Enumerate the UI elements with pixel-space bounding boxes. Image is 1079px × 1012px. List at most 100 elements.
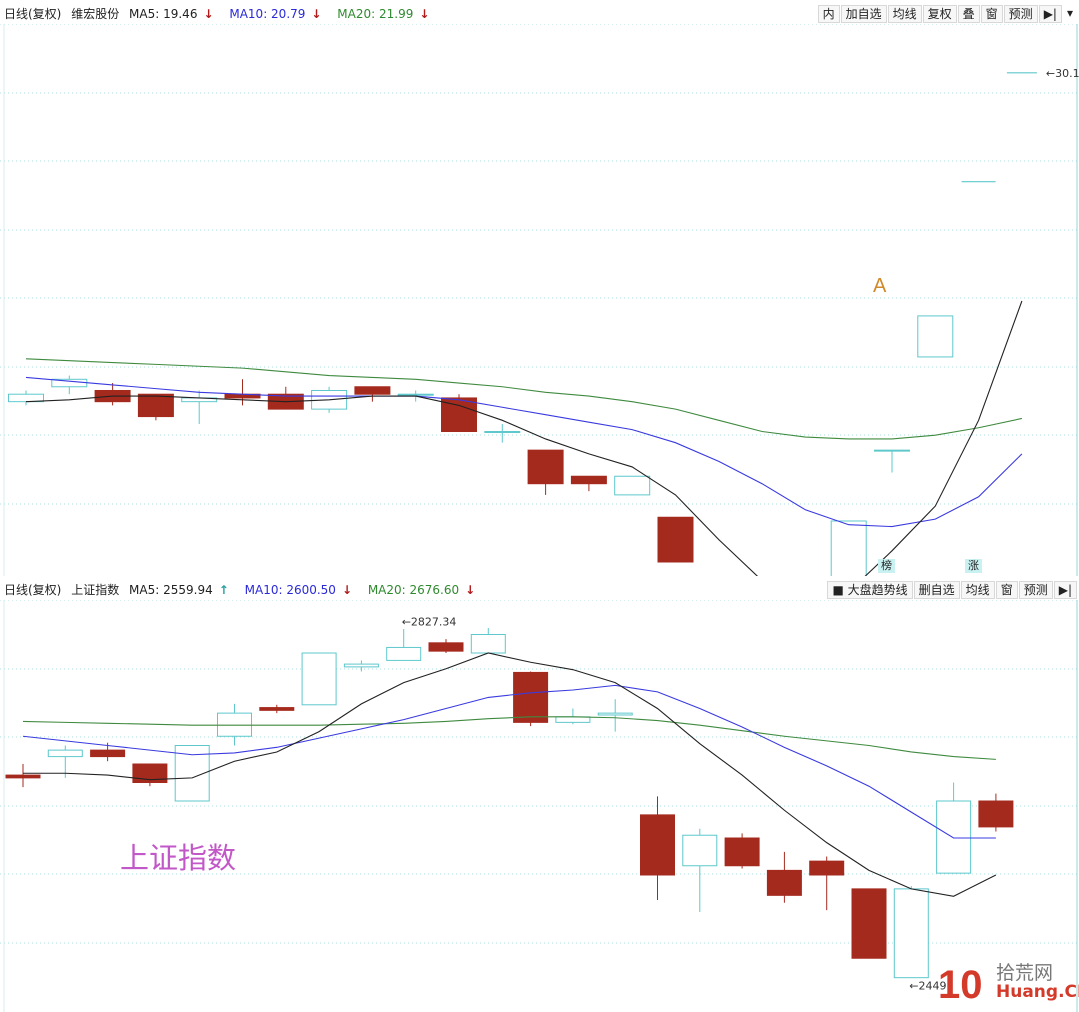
bottom-candle-body xyxy=(766,869,802,896)
bottom-high-label: ←2827.34 xyxy=(402,616,457,629)
watermark-logo-icon: 10 xyxy=(938,963,983,1007)
top-candle[interactable] xyxy=(614,475,651,496)
top-candle-body xyxy=(527,449,564,485)
bottom-candle[interactable] xyxy=(513,671,549,727)
bottom-candle-body xyxy=(851,888,887,959)
bottom-candle-body xyxy=(301,652,337,706)
top-chart[interactable]: ←30.12←17.88A xyxy=(0,24,1079,576)
bottom-candle-body xyxy=(724,837,760,867)
bottom-candle[interactable] xyxy=(132,763,168,787)
bottom-ma20-label: MA20: 2676.60 xyxy=(367,583,460,597)
bottom-candle[interactable] xyxy=(978,793,1014,832)
bottom-candle-body xyxy=(470,634,506,654)
bottom-candle-body xyxy=(555,716,591,723)
bottom-candle[interactable] xyxy=(343,660,379,672)
bottom-candle-body xyxy=(893,888,929,979)
bottom-candle[interactable] xyxy=(766,851,802,903)
top-candle[interactable] xyxy=(8,390,44,406)
top-candle[interactable] xyxy=(354,386,391,402)
top-ma20-label: MA20: 21.99 xyxy=(337,7,414,21)
top-candle[interactable] xyxy=(527,449,564,495)
bottom-toolbar-button-ma[interactable]: 均线 xyxy=(960,581,995,599)
top-period[interactable]: 日线(复权) xyxy=(4,7,62,21)
bottom-candle-body xyxy=(682,834,718,867)
bottom-candle[interactable] xyxy=(259,704,295,714)
top-candle[interactable] xyxy=(484,424,521,443)
top-ma20-line xyxy=(25,358,1023,440)
top-badge-bang[interactable]: 榜 xyxy=(878,559,895,573)
bottom-candle[interactable] xyxy=(682,828,718,912)
top-ma5-arrow-icon: ↓ xyxy=(203,7,214,21)
top-toolbar-button-nei[interactable]: 内 xyxy=(817,5,840,23)
bottom-candle-body xyxy=(809,860,845,876)
bottom-candle[interactable] xyxy=(428,639,464,653)
top-candle[interactable] xyxy=(224,379,261,406)
bottom-ma5-label: MA5: 2559.94 xyxy=(129,583,213,597)
top-candle[interactable] xyxy=(830,520,867,576)
top-ma5-line xyxy=(25,300,1023,576)
top-toolbar-button-forecast[interactable]: 预测 xyxy=(1003,5,1038,23)
top-candle-body xyxy=(614,475,651,496)
top-toolbar-button-add-watchlist[interactable]: 加自选 xyxy=(840,5,887,23)
top-high-label: ←30.12 xyxy=(1046,67,1079,80)
top-candle[interactable] xyxy=(874,449,910,473)
bottom-candle[interactable] xyxy=(470,628,506,654)
bottom-ma10-line xyxy=(22,684,996,839)
watermark-logo-digits: 10 xyxy=(938,963,983,1007)
top-candle-body xyxy=(354,386,391,395)
bottom-candle[interactable] xyxy=(724,833,760,869)
bottom-header: 日线(复权) 上证指数 MA5: 2559.94 ↑ MA10: 2600.50 ↓… xyxy=(0,580,1079,600)
bottom-toolbar-button-window[interactable]: 窗 xyxy=(995,581,1018,599)
top-toolbar-expand-icon[interactable]: ▶| xyxy=(1038,5,1062,23)
bottom-chart[interactable]: ←2827.34 ←2449 上证指数 xyxy=(0,600,1079,1012)
top-candle-body xyxy=(917,315,954,358)
bottom-toolbar-button-remove-watchlist[interactable]: 删自选 xyxy=(913,581,960,599)
bottom-annotation: 上证指数 xyxy=(120,841,236,875)
top-candle[interactable] xyxy=(657,516,694,563)
top-toolbar: 内 加自选 均线 复权 叠 窗 预测 ▶| ▾ xyxy=(817,5,1077,23)
top-candle[interactable] xyxy=(917,315,954,358)
bottom-candle[interactable] xyxy=(386,628,422,661)
top-toolbar-button-overlay[interactable]: 叠 xyxy=(957,5,980,23)
bottom-ma5-line xyxy=(23,652,997,897)
top-candle[interactable] xyxy=(441,394,477,433)
bottom-ma20-line xyxy=(22,716,996,760)
bottom-candle-body xyxy=(343,663,379,668)
top-panel: 日线(复权) 维宏股份 MA5: 19.46 ↓ MA10: 20.79 ↓ MA2… xyxy=(0,5,1079,576)
top-candle[interactable] xyxy=(51,375,88,395)
top-ma10-label: MA10: 20.79 xyxy=(229,7,306,21)
top-candle-body xyxy=(8,393,44,403)
top-candle-body xyxy=(874,449,910,452)
bottom-candle-body xyxy=(640,814,675,876)
top-candle[interactable] xyxy=(137,393,174,421)
top-badge-zhang[interactable]: 涨 xyxy=(965,559,982,573)
top-annotation-a: A xyxy=(873,275,887,297)
bottom-candle[interactable] xyxy=(851,888,887,959)
top-toolbar-button-ma[interactable]: 均线 xyxy=(887,5,922,23)
top-toolbar-menu-icon[interactable]: ▾ xyxy=(1066,6,1073,20)
bottom-toolbar-button-trend[interactable]: ■ 大盘趋势线 xyxy=(827,581,913,599)
bottom-candle[interactable] xyxy=(301,652,337,706)
bottom-period[interactable]: 日线(复权) xyxy=(4,583,62,597)
top-ma10-arrow-icon: ↓ xyxy=(311,7,322,21)
bottom-candle[interactable] xyxy=(893,886,929,979)
bottom-candle[interactable] xyxy=(47,745,83,778)
bottom-candle-body xyxy=(47,749,83,758)
bottom-candle[interactable] xyxy=(640,796,675,900)
top-candle[interactable] xyxy=(181,390,218,425)
top-toolbar-button-adjust[interactable]: 复权 xyxy=(922,5,957,23)
watermark: 10 拾荒网 Huang.CN xyxy=(936,952,1079,1008)
top-ma5-label: MA5: 19.46 xyxy=(129,7,198,21)
bottom-candle[interactable] xyxy=(936,782,972,874)
bottom-candle[interactable] xyxy=(809,856,845,911)
bottom-toolbar-expand-icon[interactable]: ▶| xyxy=(1053,581,1077,599)
bottom-toolbar-button-forecast[interactable]: 预测 xyxy=(1018,581,1053,599)
bottom-candle-body xyxy=(428,642,464,652)
top-candle[interactable] xyxy=(570,475,607,492)
top-stock-name: 维宏股份 xyxy=(71,7,120,21)
bottom-candle[interactable] xyxy=(5,764,41,788)
bottom-candle[interactable] xyxy=(597,699,633,732)
top-candle[interactable] xyxy=(267,386,304,410)
top-toolbar-button-window[interactable]: 窗 xyxy=(980,5,1003,23)
top-candle-body xyxy=(441,397,477,433)
